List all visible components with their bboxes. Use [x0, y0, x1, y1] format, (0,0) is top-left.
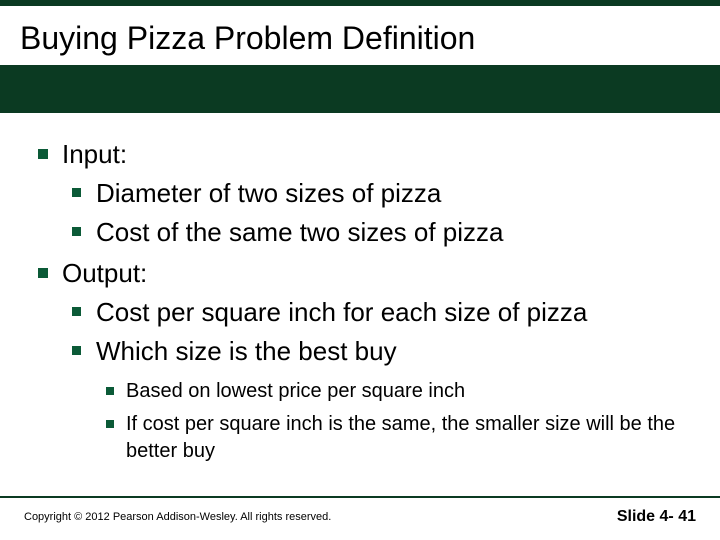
- list-item: Cost per square inch for each size of pi…: [62, 295, 692, 330]
- square-bullet-icon: [72, 346, 81, 355]
- square-bullet-icon: [72, 227, 81, 236]
- list-item: If cost per square inch is the same, the…: [96, 411, 692, 465]
- square-bullet-icon: [38, 268, 48, 278]
- list-item-text: Based on lowest price per square inch: [126, 378, 692, 405]
- slide-number: Slide 4- 41: [617, 508, 696, 526]
- slide-title: Buying Pizza Problem Definition: [20, 20, 700, 57]
- list-item: Which size is the best buy Based on lowe…: [62, 334, 692, 464]
- square-bullet-icon: [72, 307, 81, 316]
- footer: Copyright © 2012 Pearson Addison-Wesley.…: [0, 496, 720, 540]
- list-item-text: Which size is the best buy: [96, 336, 397, 366]
- bullet-list-lvl1: Input: Diameter of two sizes of pizza Co…: [28, 137, 692, 465]
- list-item-text: Cost per square inch for each size of pi…: [96, 297, 587, 327]
- bullet-list-lvl3: Based on lowest price per square inch If…: [96, 378, 692, 465]
- header-green-block: [0, 67, 720, 113]
- list-item-text: Cost of the same two sizes of pizza: [96, 217, 504, 247]
- list-item: Input: Diameter of two sizes of pizza Co…: [28, 137, 692, 250]
- square-bullet-icon: [106, 420, 114, 428]
- list-item-text: Input:: [62, 139, 127, 169]
- title-row: Buying Pizza Problem Definition: [0, 6, 720, 67]
- slide: Buying Pizza Problem Definition Input: D…: [0, 0, 720, 540]
- list-item-text: Output:: [62, 258, 147, 288]
- list-item-text: Diameter of two sizes of pizza: [96, 178, 441, 208]
- list-item: Cost of the same two sizes of pizza: [62, 215, 692, 250]
- list-item: Output: Cost per square inch for each si…: [28, 256, 692, 464]
- list-item: Diameter of two sizes of pizza: [62, 176, 692, 211]
- square-bullet-icon: [38, 149, 48, 159]
- copyright-text: Copyright © 2012 Pearson Addison-Wesley.…: [24, 511, 331, 523]
- list-item-text: If cost per square inch is the same, the…: [126, 411, 692, 465]
- bullet-list-lvl2: Diameter of two sizes of pizza Cost of t…: [62, 176, 692, 250]
- square-bullet-icon: [106, 387, 114, 395]
- list-item: Based on lowest price per square inch: [96, 378, 692, 405]
- square-bullet-icon: [72, 188, 81, 197]
- content-area: Input: Diameter of two sizes of pizza Co…: [0, 113, 720, 465]
- bullet-list-lvl2: Cost per square inch for each size of pi…: [62, 295, 692, 464]
